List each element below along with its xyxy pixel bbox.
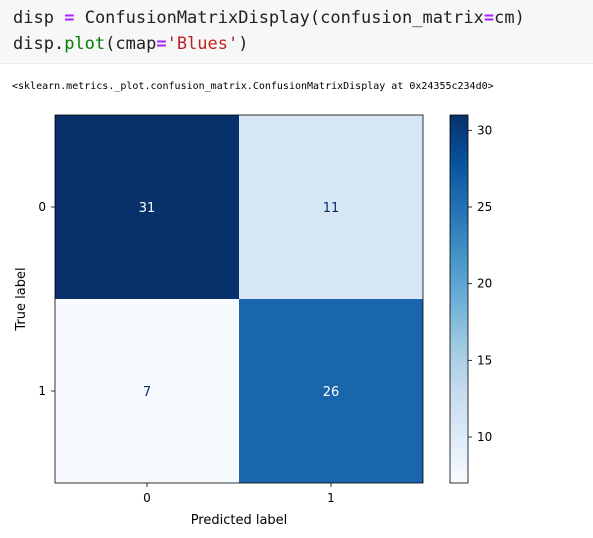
cell-value-label: 7 [143,385,151,400]
cell-value-label: 26 [323,385,340,400]
code-call: ConfusionMatrixDisplay(confusion_matrix [84,8,484,28]
plot-frame [54,114,424,484]
cell-value-label: 31 [139,201,156,216]
colorbar-tick-label: 10 [477,430,492,444]
colorbar-tick-label: 15 [477,353,492,367]
y-tick-label: 1 [38,384,46,398]
matrix-cell-1-0 [55,299,239,483]
code-cell[interactable]: disp = ConfusionMatrixDisplay(confusion_… [0,0,593,64]
matrix-cell-0-0 [55,115,239,299]
code-line-1: disp = ConfusionMatrixDisplay(confusion_… [13,5,593,31]
y-tick-label: 0 [38,200,46,214]
x-tick-label: 0 [143,491,151,505]
matrix-cell-1-1 [239,299,423,483]
cell-value-label: 11 [323,201,340,216]
colorbar [449,114,469,484]
code-var: disp [13,8,54,28]
colorbar-tick-label: 25 [477,200,492,214]
code-assign-op: = [64,8,75,28]
code-string: 'Blues' [166,34,239,54]
code-obj: disp. [13,34,65,54]
code-kw-op-2: = [156,34,167,54]
code-method: plot [64,34,106,54]
x-axis-label: Predicted label [191,513,288,528]
code-close: ) [238,34,249,54]
output-repr: <sklearn.metrics._plot.confusion_matrix.… [12,81,494,92]
code-arg: cm) [494,8,525,28]
x-tick-label: 1 [327,491,335,505]
code-kw-op: = [483,8,495,28]
colorbar-tick-label: 20 [477,277,492,291]
code-line-2: disp.plot(cmap='Blues') [13,31,593,57]
y-axis-label: True label [14,267,29,331]
code-open: (cmap [105,34,157,54]
colorbar-tick-label: 30 [477,123,492,137]
matrix-cell-0-1 [239,115,423,299]
